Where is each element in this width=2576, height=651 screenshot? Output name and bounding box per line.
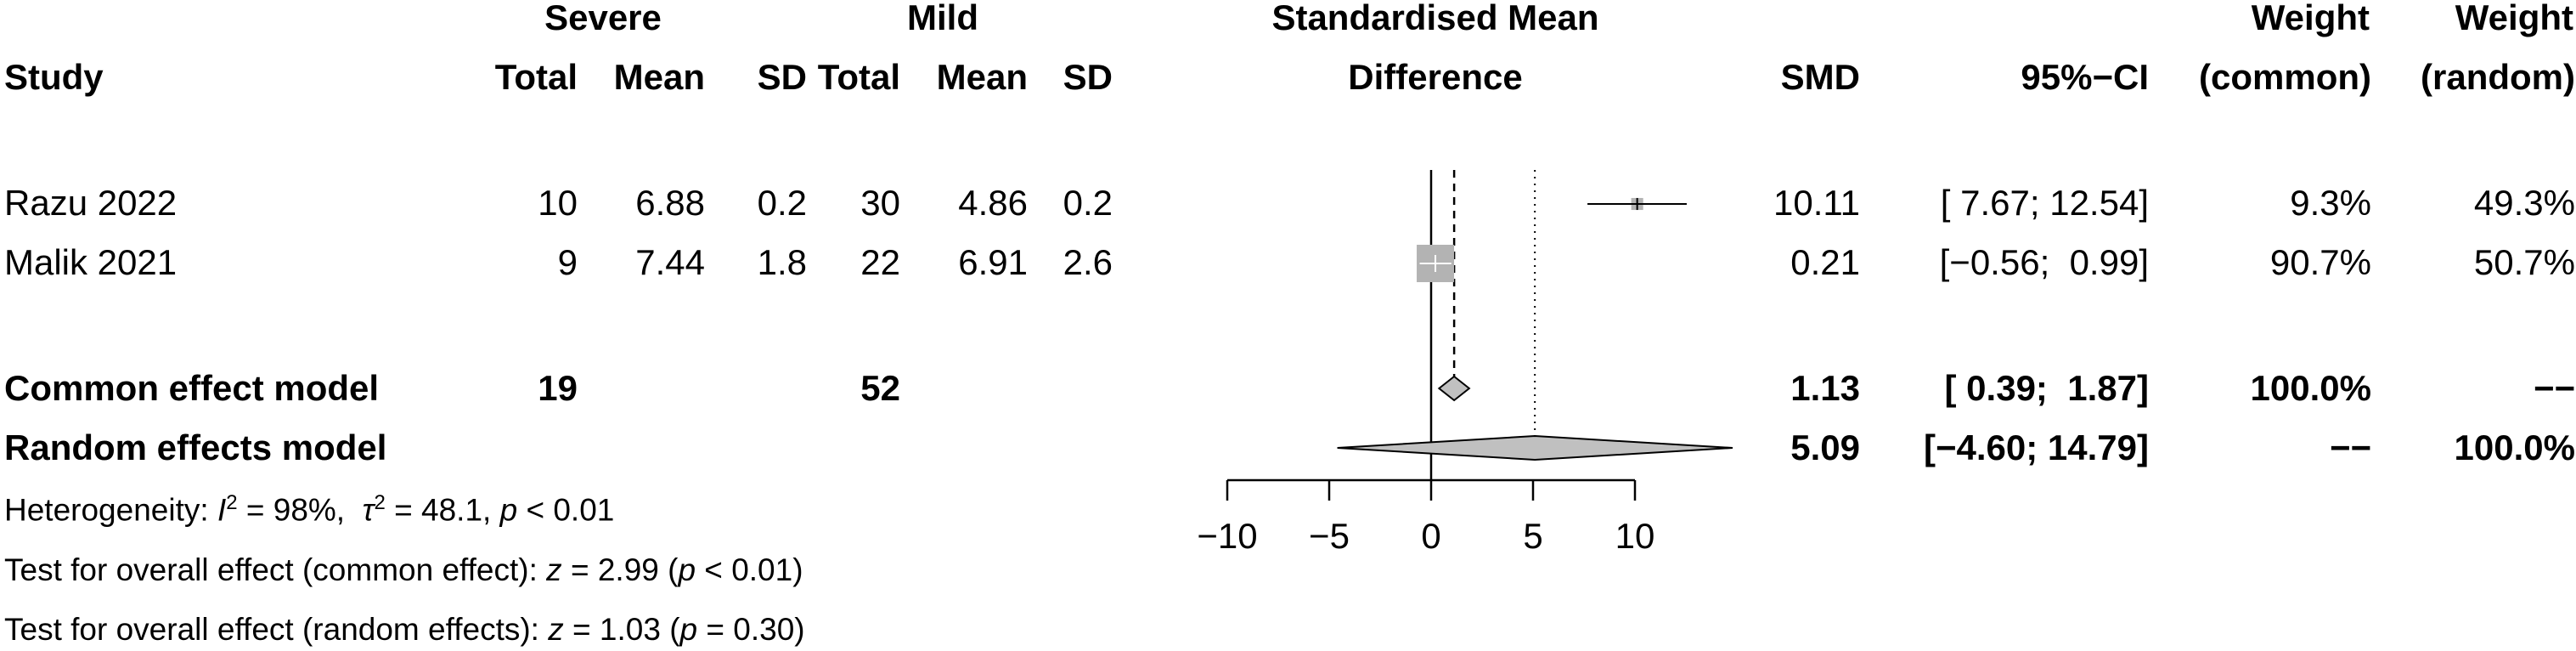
study-total-severe: 9 (557, 242, 578, 282)
common-model-ci: [ 0.39; 1.87] (1944, 368, 2149, 408)
study-weight-random: 50.7% (2473, 242, 2575, 282)
header-sd-severe: SD (757, 57, 807, 97)
random-effect-diamond (1337, 434, 1733, 461)
header-plot-subtitle: Difference (1348, 57, 1523, 97)
common-model-weight-common: 100.0% (2250, 368, 2371, 408)
x-axis-tick-label: −10 (1197, 516, 1257, 556)
study-total-mild: 22 (860, 242, 900, 282)
random-model-weight-random: 100.0% (2454, 427, 2575, 467)
random-model-weight-common: −− (2329, 427, 2371, 467)
header-random: (random) (2421, 57, 2575, 97)
header-mean-mild: Mean (936, 57, 1028, 97)
heterogeneity-line: Heterogeneity: I2 = 98%, τ2 = 48.1, p < … (4, 491, 615, 528)
study-smd: 10.11 (1773, 183, 1860, 223)
study-weight-common: 9.3% (2290, 183, 2371, 223)
header-plot-title: Standardised Mean (1271, 0, 1599, 37)
study-mean-severe: 7.44 (635, 242, 705, 282)
study-ci: [ 7.67; 12.54] (1940, 183, 2149, 223)
study-mean-mild: 4.86 (958, 183, 1028, 223)
study-total-mild: 30 (860, 183, 900, 223)
test-common-line: Test for overall effect (common effect):… (4, 552, 803, 587)
x-axis-tick-label: 5 (1523, 516, 1542, 556)
common-model-label: Common effect model (4, 368, 380, 408)
random-model-ci: [−4.60; 14.79] (1923, 427, 2149, 467)
study-name: Razu 2022 (4, 183, 178, 223)
study-mean-severe: 6.88 (635, 183, 705, 223)
header-sd-mild: SD (1063, 57, 1113, 97)
header-smd: SMD (1780, 57, 1860, 97)
study-mean-mild: 6.91 (958, 242, 1028, 282)
header-total-severe: Total (494, 57, 578, 97)
header-weight-common: Weight (2251, 0, 2370, 37)
random-model-label: Random effects model (4, 427, 387, 467)
study-sd-severe: 0.2 (757, 183, 807, 223)
common-model-total-severe: 19 (538, 368, 578, 408)
study-weight-common: 90.7% (2269, 242, 2371, 282)
x-axis-tick-label: 0 (1421, 516, 1440, 556)
study-smd: 0.21 (1790, 242, 1860, 282)
study-weight-random: 49.3% (2473, 183, 2575, 223)
header-total-mild: Total (817, 57, 900, 97)
x-axis-tick-label: −5 (1309, 516, 1350, 556)
common-effect-diamond (1437, 375, 1471, 402)
study-sd-severe: 1.8 (757, 242, 807, 282)
study-ci: [−0.56; 0.99] (1939, 242, 2149, 282)
study-name: Malik 2021 (4, 242, 178, 282)
common-model-weight-random: −− (2533, 368, 2575, 408)
common-model-total-mild: 52 (860, 368, 900, 408)
header-group-severe: Severe (544, 0, 662, 37)
x-axis-tick-label: 10 (1615, 516, 1655, 556)
header-common: (common) (2199, 57, 2371, 97)
header-study: Study (4, 57, 104, 97)
common-model-smd: 1.13 (1790, 368, 1860, 408)
header-group-mild: Mild (907, 0, 978, 37)
random-model-smd: 5.09 (1790, 427, 1860, 467)
study-sd-mild: 0.2 (1063, 183, 1113, 223)
study-total-severe: 10 (538, 183, 578, 223)
test-random-line: Test for overall effect (random effects)… (4, 612, 805, 647)
header-ci: 95%−CI (2021, 57, 2149, 97)
study-sd-mild: 2.6 (1063, 242, 1113, 282)
header-weight-random: Weight (2455, 0, 2573, 37)
header-mean-severe: Mean (613, 57, 705, 97)
